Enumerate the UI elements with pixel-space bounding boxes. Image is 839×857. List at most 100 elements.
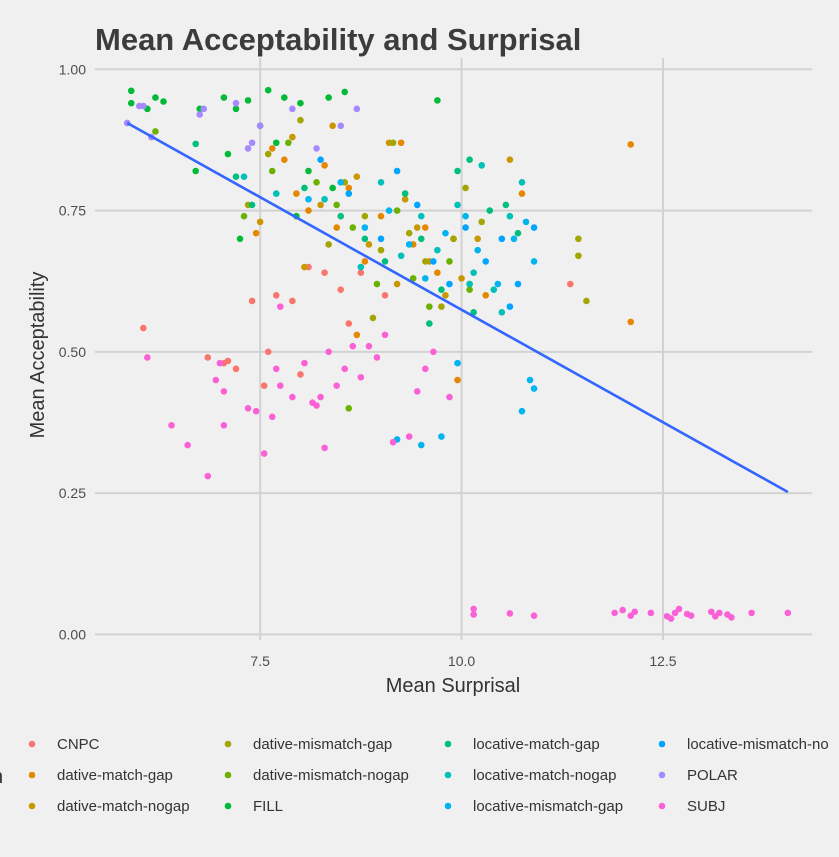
x-tick-label: 7.5 — [250, 653, 270, 669]
data-point — [289, 393, 296, 401]
data-point — [466, 280, 473, 288]
data-point — [647, 609, 655, 617]
data-point — [268, 413, 276, 421]
data-point — [224, 357, 232, 365]
data-point — [212, 376, 220, 384]
legend-key — [224, 771, 232, 779]
data-point — [490, 286, 498, 293]
data-point — [393, 280, 401, 288]
legend-label: locative-match-nogap — [473, 767, 616, 784]
data-point — [518, 190, 526, 197]
data-point — [470, 605, 477, 613]
data-point — [333, 201, 340, 209]
data-point — [317, 156, 324, 164]
data-point — [325, 241, 332, 248]
data-point — [567, 280, 574, 288]
data-point — [305, 195, 312, 203]
data-point — [478, 218, 485, 226]
x-axis-title: Mean Surprisal — [386, 675, 521, 697]
data-point — [627, 318, 635, 326]
data-point — [675, 605, 683, 613]
data-point — [289, 297, 296, 305]
data-point — [321, 195, 328, 203]
data-point — [276, 303, 284, 310]
data-point — [506, 610, 514, 617]
data-point — [345, 184, 353, 192]
data-point — [401, 195, 409, 203]
data-point — [530, 385, 538, 392]
data-point — [575, 235, 582, 243]
data-point — [687, 612, 695, 620]
data-point — [321, 269, 328, 277]
data-point — [377, 212, 385, 220]
data-point — [313, 145, 320, 152]
data-point — [272, 365, 280, 373]
data-point — [446, 280, 453, 288]
data-point — [248, 139, 256, 147]
data-point — [530, 258, 538, 265]
data-point — [361, 224, 369, 231]
data-point — [422, 258, 429, 265]
data-point — [482, 258, 490, 265]
data-point — [583, 297, 590, 305]
data-point — [417, 441, 425, 449]
data-point — [305, 207, 312, 214]
data-point — [264, 150, 272, 158]
data-point — [442, 292, 449, 299]
data-point — [470, 611, 477, 618]
x-tick-labels: 7.5 10.0 12.5 — [250, 653, 676, 669]
data-point — [728, 614, 735, 621]
data-point — [430, 258, 437, 265]
data-points — [123, 86, 792, 622]
data-point — [454, 359, 461, 367]
data-point — [454, 167, 461, 175]
legend-label: SUBJ — [687, 798, 725, 815]
data-point — [220, 421, 228, 429]
data-point — [454, 376, 461, 384]
legend-key — [444, 802, 452, 810]
data-point — [438, 303, 445, 310]
data-point — [248, 201, 256, 209]
y-tick-label: 0.25 — [59, 485, 86, 501]
data-point — [353, 105, 361, 113]
data-point — [373, 354, 381, 361]
data-point — [482, 292, 490, 299]
data-point — [232, 105, 240, 113]
data-point — [272, 292, 280, 299]
data-point — [438, 286, 445, 293]
legend-key — [28, 802, 36, 810]
data-point — [317, 393, 324, 401]
data-point — [244, 97, 252, 104]
legend-key — [224, 740, 232, 748]
data-point — [530, 224, 538, 231]
data-point — [518, 407, 526, 415]
y-tick-label: 0.00 — [59, 626, 86, 642]
data-point — [671, 609, 679, 617]
data-point — [325, 94, 332, 101]
data-point — [333, 382, 340, 390]
data-point — [337, 286, 345, 293]
data-point — [276, 382, 284, 390]
data-point — [272, 139, 280, 147]
data-point — [345, 405, 353, 412]
data-point — [144, 354, 151, 361]
data-point — [232, 365, 240, 373]
data-point — [434, 246, 441, 254]
data-point — [450, 235, 457, 243]
data-point — [297, 371, 304, 378]
data-point — [401, 190, 409, 197]
data-point — [337, 122, 345, 130]
data-point — [611, 609, 618, 617]
legend-label: CNPC — [57, 736, 100, 753]
data-point — [313, 402, 320, 409]
data-point — [522, 218, 530, 226]
legend-key — [658, 740, 666, 748]
data-point — [381, 331, 389, 339]
data-point — [575, 252, 582, 260]
data-point — [268, 167, 276, 175]
data-point — [329, 184, 336, 192]
data-point — [264, 348, 272, 356]
legend-label: dative-mismatch-nogap — [253, 767, 409, 784]
data-point — [204, 354, 212, 361]
data-point — [192, 167, 200, 175]
